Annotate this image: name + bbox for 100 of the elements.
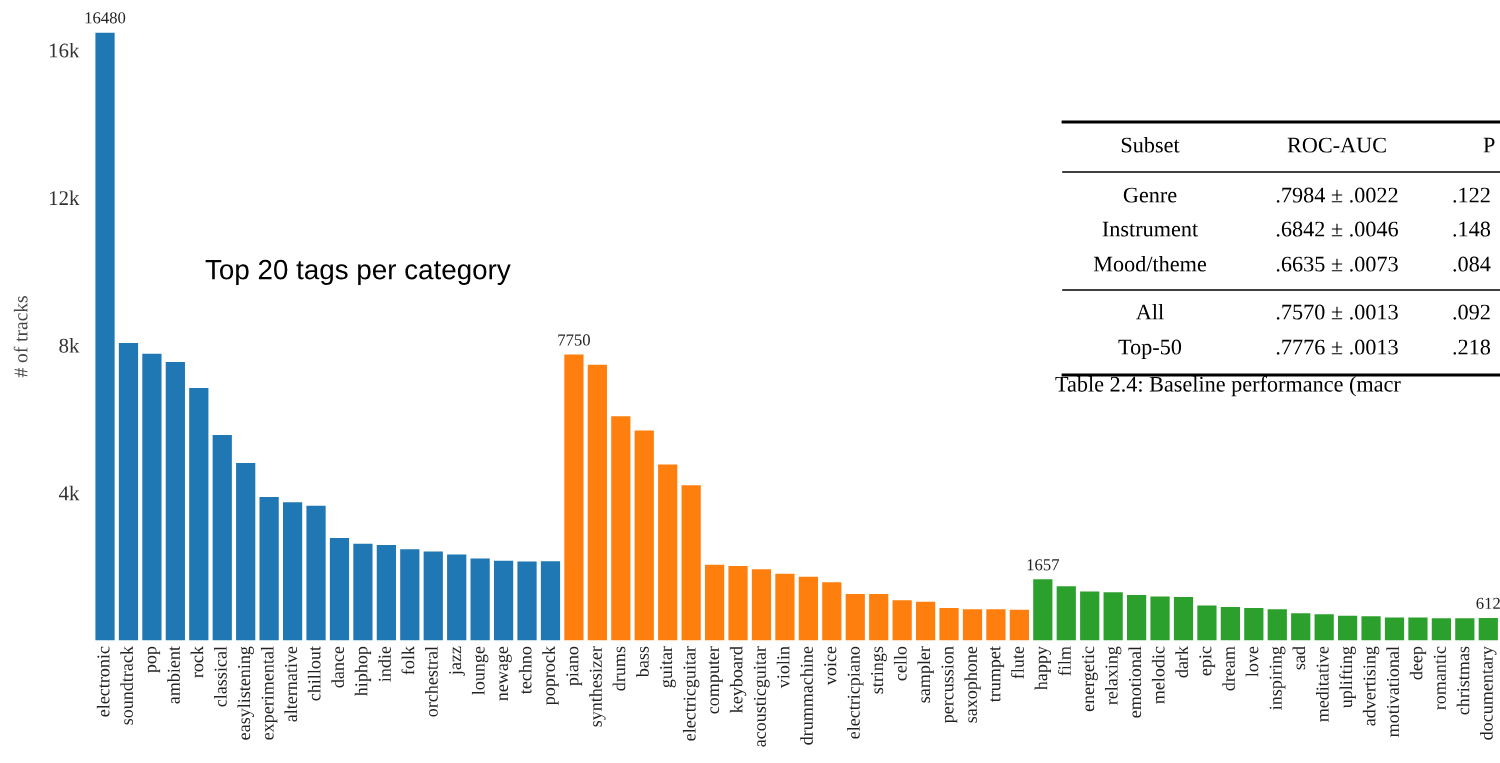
x-tick-label: acousticguitar	[753, 646, 770, 747]
bar	[540, 561, 561, 641]
bar	[447, 554, 467, 641]
bar	[1150, 596, 1170, 641]
x-tick-label: energetic	[1082, 646, 1098, 712]
bar	[1431, 618, 1451, 641]
annotation: Genre	[1123, 187, 1177, 203]
bar	[470, 558, 490, 641]
x-tick-label: motivational	[1386, 646, 1400, 737]
bar	[1244, 608, 1264, 641]
x-tick-label: rock	[190, 646, 204, 678]
x-tick-label: sad	[1292, 646, 1306, 670]
x-tick-label: flute	[1011, 646, 1024, 679]
annotation: .7776 ± .0013	[1276, 339, 1398, 355]
bar	[165, 361, 185, 641]
bar	[1338, 615, 1358, 641]
data-label: 16480	[85, 12, 126, 24]
data-label: 1657	[1027, 559, 1060, 571]
bar	[353, 543, 373, 641]
bar	[775, 573, 795, 641]
bar	[1056, 586, 1076, 641]
x-tick-label: newage	[498, 646, 512, 701]
bar	[845, 594, 865, 641]
x-tick-label: pop	[147, 646, 161, 673]
x-tick-label: keyboard	[729, 646, 747, 713]
x-tick-label: piano	[566, 646, 583, 686]
annotation: All	[1136, 303, 1164, 320]
bar	[423, 551, 443, 641]
bar	[658, 464, 678, 641]
bar	[1197, 605, 1217, 641]
y-tick-label: 4k	[58, 485, 80, 501]
x-tick-label: soundtrack	[120, 646, 133, 725]
x-tick-label: orchestral	[425, 646, 438, 717]
x-tick-label: drummachine	[800, 646, 813, 745]
x-tick-label: dream	[1222, 646, 1235, 691]
x-tick-label: electricpiano	[847, 646, 864, 739]
bar	[517, 561, 537, 641]
x-tick-label: sampler	[917, 646, 934, 703]
x-tick-label: hiphop	[354, 646, 372, 697]
x-tick-label: strings	[871, 646, 887, 694]
x-tick-label: meditative	[1315, 646, 1329, 722]
bar	[704, 564, 725, 641]
annotation: Top 20 tags per category	[205, 259, 511, 285]
bar	[1009, 609, 1029, 641]
x-tick-label: classical	[214, 646, 227, 707]
x-tick-label: uplifting	[1339, 646, 1356, 709]
bar	[1267, 609, 1287, 641]
annotation: Mood/theme	[1093, 255, 1207, 272]
bar	[1361, 616, 1381, 641]
x-tick-label: documentary	[1480, 646, 1497, 740]
x-tick-label: voice	[824, 646, 837, 686]
bar	[306, 505, 326, 641]
annotation: ROC-AUC	[1287, 137, 1386, 153]
bar	[751, 569, 772, 641]
x-tick-label: jazz	[449, 646, 465, 676]
bar	[1080, 591, 1100, 641]
x-tick-label: percussion	[941, 646, 958, 723]
x-tick-label: easylistening	[237, 646, 254, 740]
bar	[962, 609, 983, 641]
x-tick-label: romantic	[1433, 646, 1446, 710]
data-label: 612	[1476, 597, 1500, 609]
x-tick-label: alternative	[284, 646, 298, 722]
x-tick-label: synthesizer	[589, 646, 606, 727]
bar	[1314, 614, 1334, 641]
x-tick-label: techno	[518, 646, 532, 695]
bar	[1408, 617, 1428, 641]
x-tick-label: trumpet	[990, 646, 1005, 703]
x-tick-label: guitar	[660, 646, 676, 688]
bar	[798, 576, 818, 641]
x-tick-label: experimental	[260, 646, 278, 740]
bar	[1478, 617, 1498, 641]
x-tick-label: melodic	[1151, 646, 1165, 704]
bar	[1173, 596, 1194, 641]
x-tick-label: lounge	[471, 646, 489, 695]
bar	[259, 496, 279, 641]
x-tick-label: dance	[331, 646, 344, 688]
bar	[728, 565, 748, 641]
x-tick-label: violin	[776, 646, 790, 689]
annotation: .122	[1453, 187, 1490, 203]
bar	[95, 32, 115, 641]
bar	[1291, 613, 1311, 641]
y-tick-label: 12k	[49, 190, 80, 205]
bar	[587, 364, 607, 641]
x-tick-label: folk	[401, 646, 415, 675]
x-tick-label: dark	[1175, 646, 1189, 678]
annotation: .7984 ± .0022	[1276, 187, 1398, 203]
y-tick-label: 16k	[49, 42, 80, 58]
x-tick-label: poprock	[542, 646, 559, 705]
bar	[236, 463, 256, 641]
bar	[329, 537, 350, 641]
bar	[892, 600, 912, 641]
bar	[400, 549, 420, 641]
bar	[493, 560, 514, 641]
annotation: P	[1483, 137, 1495, 153]
bar	[822, 582, 842, 641]
annotation: .148	[1453, 221, 1491, 237]
bar	[1220, 606, 1240, 641]
bar	[1033, 579, 1053, 641]
annotation: Table 2.4: Baseline performance (macr	[1055, 375, 1401, 397]
x-tick-label: deep	[1409, 646, 1427, 680]
